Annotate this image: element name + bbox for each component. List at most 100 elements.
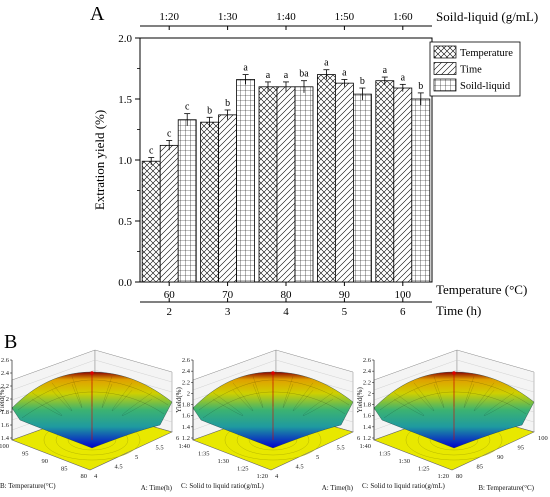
surface-mesh-line (31, 392, 63, 416)
z-tick-label: 2.6 (1, 357, 10, 364)
surface-mesh-line (302, 392, 334, 416)
x2-tick-label: 5 (342, 306, 348, 318)
surface-mesh-line (252, 376, 264, 408)
bar (334, 82, 354, 283)
z-tick-label: 2.4 (1, 370, 10, 377)
right-axis-title: B: Temperature(°C) (478, 484, 534, 492)
wall-gridline (192, 359, 277, 391)
surface-mesh-line (483, 392, 515, 416)
bar (236, 79, 256, 283)
significance-letter: b (225, 98, 230, 109)
left-axis-tick-label: 95 (22, 451, 29, 458)
z-axis-title: Yield(%) (356, 387, 364, 413)
top-tick-label: 1:40 (276, 11, 296, 23)
left-axis-tick-label: 1:30 (217, 458, 229, 465)
left-axis-tick-label: 90 (42, 458, 49, 465)
significance-letter: a (401, 72, 406, 83)
left-axis-title: C: Solid to liquid ratio(g/mL) (181, 482, 265, 490)
x-tick-label: 90 (339, 289, 351, 301)
significance-letter: c (149, 146, 154, 157)
z-tick-label: 2.4 (363, 368, 372, 375)
significance-letter: c (185, 102, 190, 113)
x2-tick-label: 6 (400, 306, 406, 318)
right-axis-tick-label: 100 (538, 435, 548, 442)
z-tick-label: 1.4 (1, 435, 10, 442)
surface-mesh-line (413, 382, 435, 411)
surface-plot: 1.4 1.6 1.8 2 2.2 2.4 2.6 Yield(%) 100 95 90 85 80 B:… (0, 349, 180, 492)
left-axis-tick-label: 1:35 (198, 451, 210, 458)
z-tick-label: 2.6 (363, 357, 372, 364)
y-tick-label: 2.0 (118, 33, 132, 45)
left-axis-tick-label: 1:20 (437, 473, 449, 480)
right-axis-tick-label: 4 (275, 473, 279, 480)
left-axis-tick-label: 85 (61, 466, 68, 473)
bar (393, 87, 413, 283)
left-axis-title: C: Solid to liquid ratio(g/mL) (362, 482, 446, 490)
z-tick-label: 2 (368, 390, 371, 397)
z-tick-label: 1.8 (1, 409, 9, 416)
surface-plots-panel: B 1.4 1.6 1.8 2 2.2 2.4 2.6 Yield(%) 100 95 90 85 80… (0, 331, 548, 492)
x-axis-title-time: Time (h) (436, 303, 481, 318)
left-axis-tick-label: 1:30 (398, 458, 410, 465)
surface-mesh-line (473, 382, 495, 411)
z-tick-label: 2.4 (182, 368, 191, 375)
x-axis-title-temperature: Temperature (°C) (436, 282, 527, 297)
legend-swatch (433, 62, 457, 75)
right-axis-tick-label: 5 (135, 454, 138, 461)
right-axis-tick-label: 80 (456, 473, 463, 480)
right-axis-tick-label: 6 (357, 435, 361, 442)
significance-letter: a (342, 67, 347, 78)
panel-label-a: A (90, 3, 105, 25)
z-tick-label: 2.2 (1, 383, 9, 390)
z-axis-title: Yield(%) (0, 387, 6, 413)
significance-letter: ba (299, 69, 309, 80)
left-axis-tick-label: 1:35 (379, 451, 391, 458)
z-tick-label: 1.6 (1, 422, 10, 429)
right-axis-tick-label: 4.5 (296, 464, 304, 471)
legend-swatch (433, 78, 457, 92)
left-axis-tick-label: 80 (81, 473, 88, 480)
legend-swatch (433, 45, 457, 59)
z-tick-label: 1.6 (363, 413, 372, 420)
z-tick-label: 2.6 (182, 357, 191, 364)
x-tick-label: 70 (222, 289, 234, 301)
surface-mesh-line (111, 382, 133, 411)
wall-gridline (94, 359, 173, 383)
bar (200, 121, 220, 283)
surface-mesh-line (463, 376, 475, 408)
left-axis-tick-label: 1:25 (418, 466, 430, 473)
legend: Temperature Time Soild-liquid (429, 41, 521, 97)
right-axis-tick-label: 5.5 (337, 445, 345, 452)
z-tick-label: 2.2 (363, 379, 371, 386)
z-tick-label: 1.8 (182, 402, 190, 409)
right-axis-title: A: Time(h) (322, 484, 354, 492)
surface-mesh-line (393, 392, 425, 416)
right-axis-tick-label: 4 (94, 473, 98, 480)
significance-letter: b (360, 76, 365, 87)
x-tick-label: 80 (281, 289, 293, 301)
top-tick-label: 1:30 (218, 11, 238, 23)
surface-mesh-line (433, 376, 445, 408)
surface-mesh-line (232, 382, 254, 411)
panel-label-b: B (4, 331, 17, 353)
bar (177, 119, 197, 283)
z-tick-label: 1.2 (182, 435, 190, 442)
wall-gridline (11, 359, 96, 391)
bar (316, 74, 336, 283)
left-axis-tick-label: 100 (0, 443, 9, 450)
left-axis-tick-label: 1:25 (237, 466, 249, 473)
surface-mesh-line (282, 376, 294, 408)
left-axis-tick-label: 1:40 (359, 443, 371, 450)
significance-letter: a (324, 58, 329, 69)
z-tick-label: 1.8 (363, 402, 371, 409)
x2-tick-label: 2 (166, 306, 172, 318)
significance-letter: b (207, 105, 212, 116)
z-tick-label: 1.4 (182, 424, 191, 431)
legend-label: Time (460, 65, 482, 76)
z-tick-label: 1.4 (363, 424, 372, 431)
surface-plot: 1.2 1.4 1.6 1.8 2 2.2 2.4 2.6 Yield(%) 1:40 1:35 1:… (356, 349, 548, 492)
bar (159, 144, 179, 283)
z-tick-label: 2.2 (182, 379, 190, 386)
z-tick-label: 1.6 (182, 413, 191, 420)
